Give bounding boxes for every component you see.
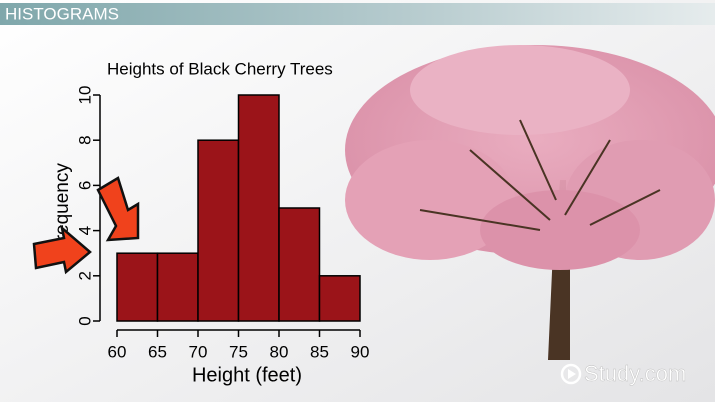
header-title: HISTOGRAMS (5, 4, 119, 23)
x-tick-label: 85 (310, 342, 329, 361)
x-tick-label: 70 (189, 342, 208, 361)
bar (116, 252, 159, 322)
y-tick-label: 0 (75, 316, 94, 325)
plot: 0 2 4 6 8 10 60 65 70 75 80 85 90 (75, 86, 369, 362)
bar (318, 275, 361, 322)
watermark-text: Study.com (584, 361, 686, 386)
x-tick-label: 75 (229, 342, 248, 361)
x-axis-label: Height (feet) (192, 364, 302, 386)
x-tick-label: 60 (108, 342, 127, 361)
y-tick-label: 4 (75, 226, 94, 235)
bar (197, 139, 240, 322)
arrows (32, 176, 140, 275)
y-tick-label: 6 (75, 181, 94, 190)
y-tick-label: 2 (75, 271, 94, 280)
y-tick-label: 8 (75, 135, 94, 144)
y-axis-label: Frequency (52, 163, 73, 253)
bar (237, 94, 280, 322)
chart-title: Heights of Black Cherry Trees (107, 59, 333, 78)
watermark: Study.com (560, 361, 687, 386)
tree (345, 45, 715, 360)
x-tick-label: 80 (270, 342, 289, 361)
x-tick-label: 90 (351, 342, 370, 361)
x-tick-label: 65 (148, 342, 167, 361)
y-tick-label: 10 (75, 86, 94, 105)
header-bar (0, 3, 715, 25)
bar (278, 207, 321, 322)
bar (156, 252, 199, 322)
